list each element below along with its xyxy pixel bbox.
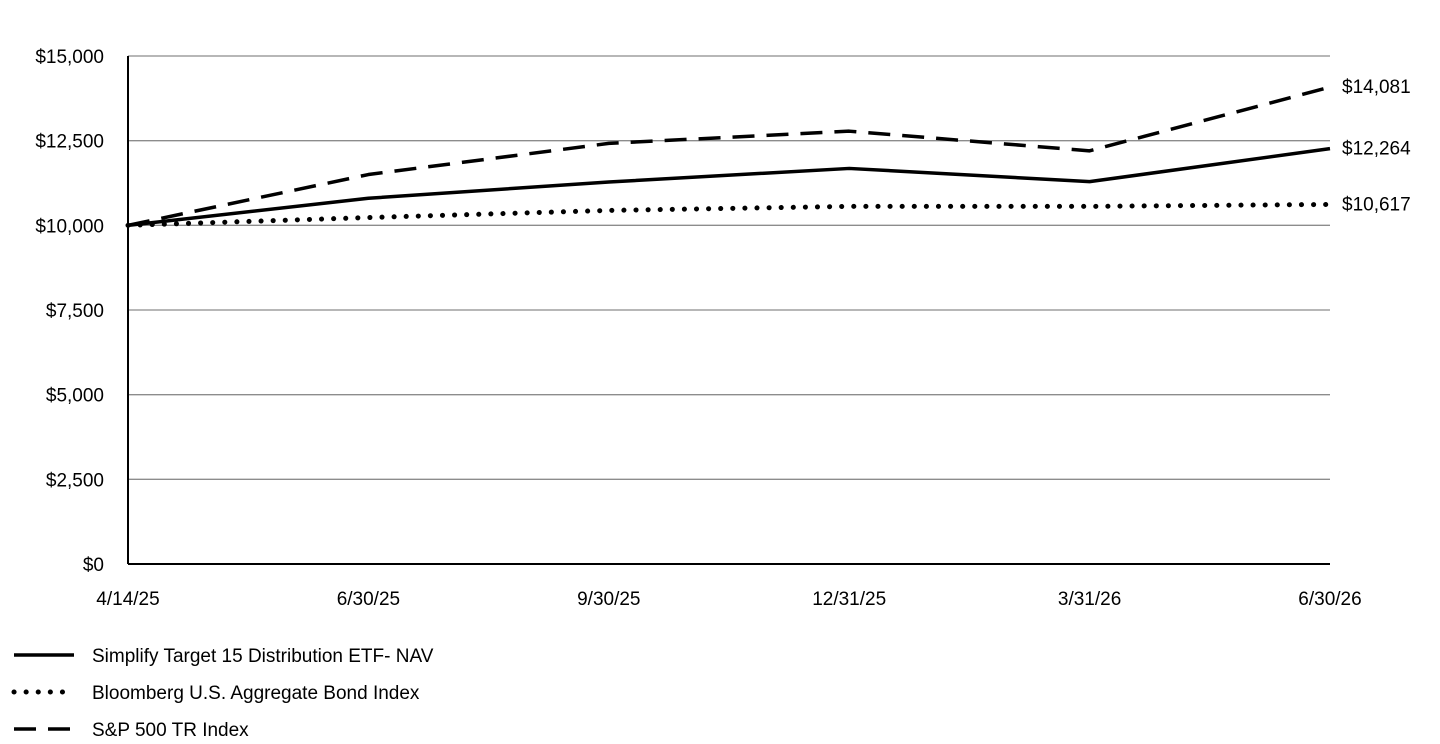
- end-value-label: $14,081: [1342, 77, 1411, 98]
- x-tick-label: 4/14/25: [96, 589, 159, 610]
- y-tick-label: $0: [83, 555, 104, 576]
- end-value-label: $12,264: [1342, 139, 1411, 160]
- end-value-label: $10,617: [1342, 194, 1411, 215]
- x-tick-label: 12/31/25: [812, 589, 886, 610]
- legend-item: Simplify Target 15 Distribution ETF- NAV: [14, 646, 434, 667]
- series-line-dashed: [127, 85, 1331, 228]
- legend-item: S&P 500 TR Index: [14, 720, 249, 741]
- y-tick-label: $10,000: [35, 216, 104, 237]
- x-tick-label: 6/30/26: [1298, 589, 1361, 610]
- legend-label: S&P 500 TR Index: [92, 720, 249, 741]
- legend-item: Bloomberg U.S. Aggregate Bond Index: [11, 683, 420, 704]
- x-tick-label: 9/30/25: [577, 589, 640, 610]
- legend-label: Bloomberg U.S. Aggregate Bond Index: [92, 683, 420, 704]
- series-line-solid: [127, 146, 1331, 228]
- legend-label: Simplify Target 15 Distribution ETF- NAV: [92, 646, 434, 667]
- series-lines: [125, 85, 1333, 228]
- y-tick-label: $12,500: [35, 132, 104, 153]
- legend: Simplify Target 15 Distribution ETF- NAV…: [11, 646, 434, 741]
- x-tick-label: 6/30/25: [337, 589, 400, 610]
- y-axis-tick-labels: $0 $2,500 $5,000 $7,500 $10,000 $12,500 $15,00…: [35, 47, 104, 576]
- end-value-labels: $12,264 $10,617 $14,081: [1342, 77, 1411, 215]
- y-tick-label: $5,000: [46, 386, 104, 407]
- series-line-dotted: [125, 201, 1333, 228]
- x-tick-label: 3/31/26: [1058, 589, 1121, 610]
- x-axis-tick-labels: 4/14/25 6/30/25 9/30/25 12/31/25 3/31/26 6/30…: [96, 589, 1361, 610]
- gridlines: [128, 55, 1330, 480]
- y-tick-label: $15,000: [35, 47, 104, 68]
- axes: [127, 56, 1330, 565]
- y-tick-label: $2,500: [46, 470, 104, 491]
- y-tick-label: $7,500: [46, 301, 104, 322]
